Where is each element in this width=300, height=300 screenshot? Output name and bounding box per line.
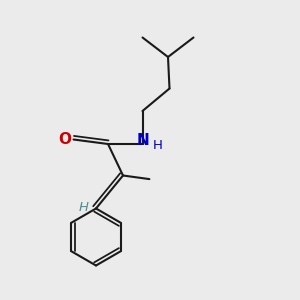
Text: O: O bbox=[58, 132, 72, 147]
Text: H: H bbox=[78, 201, 88, 214]
Text: H: H bbox=[153, 139, 163, 152]
Text: N: N bbox=[137, 133, 149, 148]
